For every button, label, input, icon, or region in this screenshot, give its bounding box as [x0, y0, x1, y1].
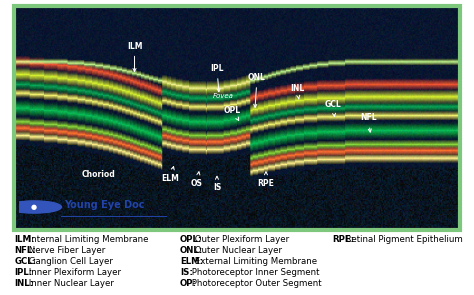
Text: Photoreceptor Inner Segment: Photoreceptor Inner Segment — [189, 268, 320, 277]
Text: Nerve Fiber Layer: Nerve Fiber Layer — [26, 246, 105, 255]
Text: INL: INL — [290, 84, 304, 99]
Text: ELM:: ELM: — [180, 257, 203, 266]
Text: Choriod: Choriod — [82, 170, 116, 178]
Text: NFL: NFL — [360, 114, 377, 132]
Text: INL:: INL: — [14, 279, 33, 288]
Text: RPE:: RPE: — [332, 235, 354, 244]
Text: Outer Nuclear Layer: Outer Nuclear Layer — [191, 246, 282, 255]
Text: ONL:: ONL: — [180, 246, 203, 255]
Text: GCL:: GCL: — [14, 257, 36, 266]
Text: ONL: ONL — [248, 73, 266, 107]
Text: OPL:: OPL: — [180, 235, 202, 244]
Text: Fovea: Fovea — [212, 93, 233, 99]
Text: NFL:: NFL: — [14, 246, 36, 255]
Text: Retinal Pigment Epithelium: Retinal Pigment Epithelium — [343, 235, 463, 244]
Text: IPL: IPL — [210, 64, 224, 92]
Text: IS:: IS: — [180, 268, 193, 277]
Text: ●: ● — [31, 204, 37, 210]
Text: Inner Plexiform Layer: Inner Plexiform Layer — [26, 268, 121, 277]
Text: Photoreceptor Outer Segment: Photoreceptor Outer Segment — [189, 279, 322, 288]
Text: ELM: ELM — [161, 167, 179, 183]
Text: IPL:: IPL: — [14, 268, 33, 277]
Text: Outer Plexiform Layer: Outer Plexiform Layer — [191, 235, 289, 244]
Text: External Limiting Membrane: External Limiting Membrane — [191, 257, 317, 266]
Circle shape — [7, 201, 62, 213]
Text: OPL: OPL — [224, 106, 241, 120]
Text: Internal Limiting Membrane: Internal Limiting Membrane — [26, 235, 148, 244]
Text: Ganglion Cell Layer: Ganglion Cell Layer — [26, 257, 113, 266]
Text: OP:: OP: — [180, 279, 197, 288]
Text: RPE: RPE — [257, 172, 274, 188]
Text: ILM:: ILM: — [14, 235, 35, 244]
Text: OS: OS — [191, 172, 203, 188]
Text: Inner Nuclear Layer: Inner Nuclear Layer — [26, 279, 114, 288]
Text: ILM: ILM — [127, 42, 142, 72]
Text: Young Eye Doc: Young Eye Doc — [64, 200, 145, 210]
Text: GCL: GCL — [324, 100, 341, 117]
Text: IS: IS — [213, 176, 221, 192]
